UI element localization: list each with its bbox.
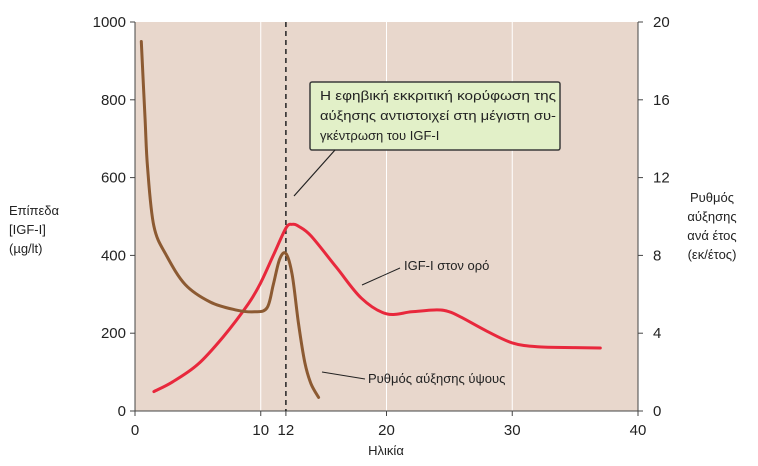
y-right-label-line-1: Ρυθμός (690, 190, 734, 205)
y-left-tick-label-200: 200 (101, 325, 126, 342)
x-axis-label: Ηλικία (368, 443, 404, 458)
y-left-label-line-1: Επίπεδα (9, 203, 60, 218)
x-tick-label-40: 40 (630, 422, 647, 439)
y-right-tick-label-12: 12 (653, 170, 670, 187)
callout-box (309, 81, 561, 151)
series-label-igf-text: IGF-I στον ορό (404, 258, 489, 273)
y-axis-right-label: Ρυθμός αύξησης ανά έτος (εκ/έτος) (687, 190, 736, 262)
series-label-igf: IGF-I στον ορό (361, 258, 489, 286)
y-right-tick-label-8: 8 (653, 247, 661, 264)
y-right-label-line-3: ανά έτος (687, 228, 736, 243)
series-lines (139, 40, 602, 399)
x-tick-label-20: 20 (378, 422, 395, 439)
y-axis-left-label: Επίπεδα [IGF-I] (µg/lt) (9, 203, 60, 256)
y-right-label-line-2: αύξησης (687, 209, 736, 224)
x-tick-label-30: 30 (504, 422, 521, 439)
y-left-tick-label-400: 400 (101, 247, 126, 264)
series-label-growth-leader (321, 371, 366, 380)
series-line-0 (152, 222, 602, 394)
y-right-tick-label-0: 0 (653, 403, 661, 420)
x-tick-label-10: 10 (252, 422, 269, 439)
callout-line-2: αύξησης αντιστοιχεί στη μέγιστη συ- (320, 108, 556, 123)
callout-pointer (293, 149, 336, 197)
y-right-label-line-4: (εκ/έτος) (688, 247, 737, 262)
y-left-tick-label-600: 600 (101, 170, 126, 187)
series-line-1 (139, 40, 321, 399)
y-right-tick-label-20: 20 (653, 14, 670, 31)
y-right-tick-label-16: 16 (653, 92, 670, 109)
y-left-tick-label-0: 0 (118, 403, 126, 420)
y-right-tick-label-4: 4 (653, 325, 661, 342)
y-left-label-line-2: [IGF-I] (9, 222, 46, 237)
y-left-tick-label-1000: 1000 (93, 14, 126, 31)
series-label-igf-leader (361, 267, 401, 286)
callout-line-3: γκέντρωση του IGF-I (320, 128, 439, 143)
y-left-label-line-3: (µg/lt) (9, 241, 43, 256)
x-tick-label-0: 0 (131, 422, 139, 439)
y-left-tick-label-800: 800 (101, 92, 126, 109)
x-tick-label-12: 12 (278, 422, 295, 439)
callout: Η εφηβική εκκριτική κορύφωση της αύξησης… (293, 81, 561, 197)
callout-line-1: Η εφηβική εκκριτική κορύφωση της (320, 88, 556, 103)
series-label-growth-text: Ρυθμός αύξησης ύψους (368, 371, 505, 386)
series-label-growth: Ρυθμός αύξησης ύψους (321, 371, 505, 386)
